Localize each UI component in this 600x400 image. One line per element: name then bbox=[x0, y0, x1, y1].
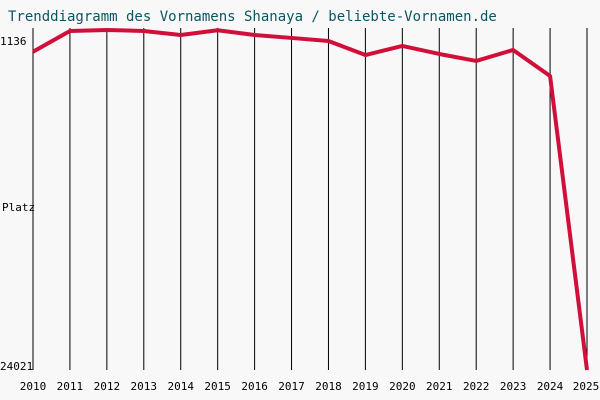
y-axis-label: Platz bbox=[2, 201, 35, 214]
chart-title: Trenddiagramm des Vornamens Shanaya / be… bbox=[8, 9, 497, 25]
trend-line bbox=[32, 28, 589, 371]
x-tick-label: 2021 bbox=[426, 380, 453, 393]
x-tick-label: 2011 bbox=[57, 380, 84, 393]
x-tick-label: 2016 bbox=[241, 380, 268, 393]
x-tick-label: 2025 bbox=[573, 380, 600, 393]
x-tick-label: 2024 bbox=[537, 380, 564, 393]
x-tick-label: 2020 bbox=[389, 380, 416, 393]
x-tick-label: 2015 bbox=[204, 380, 231, 393]
x-tick-label: 2012 bbox=[94, 380, 121, 393]
x-tick-label: 2010 bbox=[20, 380, 47, 393]
y-tick-label: 1136 bbox=[0, 35, 27, 48]
x-tick-label: 2022 bbox=[463, 380, 490, 393]
x-tick-label: 2019 bbox=[352, 380, 379, 393]
x-tick-label: 2013 bbox=[131, 380, 158, 393]
x-tick-label: 2017 bbox=[278, 380, 305, 393]
y-tick-label: 24021 bbox=[0, 360, 33, 373]
x-tick-label: 2018 bbox=[315, 380, 342, 393]
x-tick-label: 2023 bbox=[500, 380, 527, 393]
x-tick-label: 2014 bbox=[167, 380, 194, 393]
